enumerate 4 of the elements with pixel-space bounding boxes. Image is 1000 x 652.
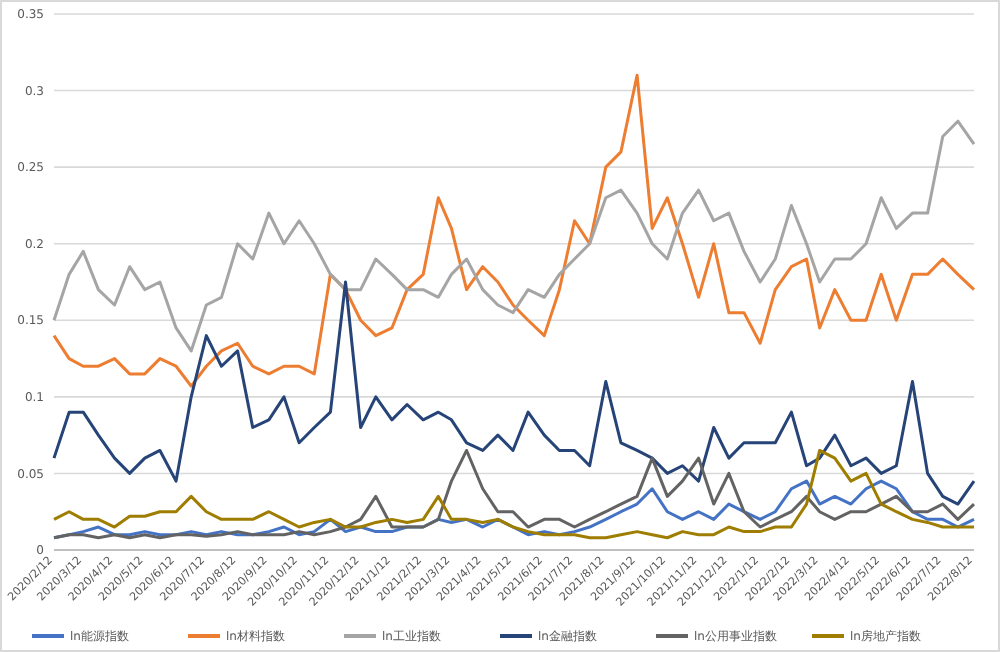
line-series: [52, 280, 976, 506]
line-series: [52, 448, 976, 540]
line-series: [52, 119, 976, 353]
line-series: [52, 73, 976, 388]
